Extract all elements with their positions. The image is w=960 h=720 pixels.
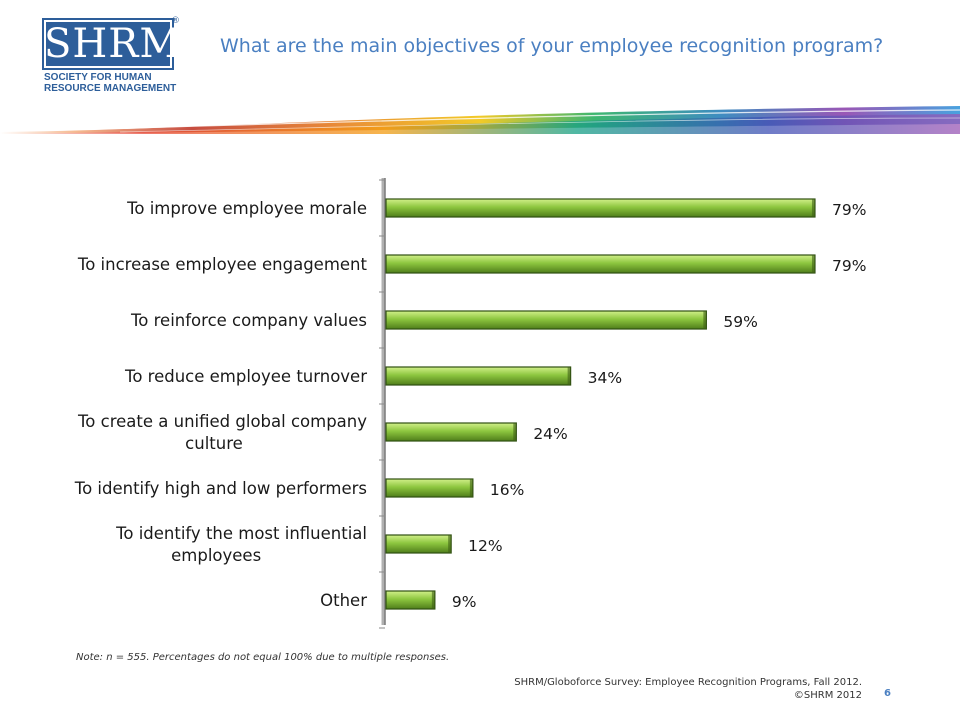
category-label: Other bbox=[320, 591, 367, 610]
category-label-line: employees bbox=[171, 546, 261, 565]
logo-text: SOCIETY FOR HUMAN RESOURCE MANAGEMENT bbox=[44, 72, 180, 94]
bar-end-shade bbox=[469, 479, 473, 497]
category-label: To identify high and low performers bbox=[74, 479, 367, 498]
bar bbox=[385, 254, 816, 274]
logo-mark: SHRM bbox=[42, 18, 180, 70]
bar bbox=[385, 310, 707, 330]
category-label: To reduce employee turnover bbox=[124, 367, 367, 386]
bar-value-label: 59% bbox=[723, 313, 757, 331]
bar bbox=[385, 478, 474, 498]
bar-value-label: 9% bbox=[452, 593, 477, 611]
bar-value-label: 79% bbox=[832, 257, 866, 275]
category-label-line: To increase employee engagement bbox=[77, 255, 368, 274]
category-label-line: To reduce employee turnover bbox=[124, 367, 367, 386]
source-line-2: ©SHRM 2012 bbox=[793, 690, 862, 701]
category-label: To increase employee engagement bbox=[77, 255, 368, 274]
page-number: 6 bbox=[884, 688, 891, 699]
bar-value-label: 16% bbox=[490, 481, 524, 499]
bar-end-shade bbox=[703, 311, 707, 329]
bar-end-shade bbox=[513, 423, 517, 441]
shrm-logo: SHRM ® SOCIETY FOR HUMAN RESOURCE MANAGE… bbox=[42, 16, 180, 102]
category-label-line: culture bbox=[185, 434, 243, 453]
bar bbox=[385, 198, 816, 218]
bar-end-shade bbox=[567, 367, 571, 385]
registered-mark: ® bbox=[171, 16, 180, 26]
category-label-line: To identify high and low performers bbox=[74, 479, 367, 498]
category-label-line: To reinforce company values bbox=[130, 311, 367, 330]
bar-end-shade bbox=[448, 535, 452, 553]
bar-value-label: 12% bbox=[468, 537, 502, 555]
chart-note: Note: n = 555. Percentages do not equal … bbox=[76, 652, 450, 663]
source-citation: SHRM/Globoforce Survey: Employee Recogni… bbox=[514, 676, 862, 702]
decorative-banner bbox=[0, 106, 960, 134]
bar-end-shade bbox=[811, 255, 815, 273]
bar-chart: 79% To improve employee morale 79% To incre… bbox=[74, 178, 866, 629]
bar bbox=[385, 366, 572, 386]
bar bbox=[385, 534, 452, 554]
bar-value-label: 79% bbox=[832, 201, 866, 219]
logo-text-line2: RESOURCE MANAGEMENT bbox=[44, 83, 177, 94]
bar-value-label: 24% bbox=[533, 425, 567, 443]
bar-end-shade bbox=[431, 591, 435, 609]
slide-title: What are the main objectives of your emp… bbox=[220, 35, 884, 57]
bar bbox=[385, 422, 517, 442]
bar bbox=[385, 590, 436, 610]
category-label: To create a unified global company cultur… bbox=[77, 412, 367, 453]
category-label-line: Other bbox=[320, 591, 367, 610]
bar-value-label: 34% bbox=[588, 369, 622, 387]
category-label: To reinforce company values bbox=[130, 311, 367, 330]
source-line-1: SHRM/Globoforce Survey: Employee Recogni… bbox=[514, 677, 862, 688]
category-label-line: To improve employee morale bbox=[126, 199, 367, 218]
category-label-line: To identify the most influential bbox=[115, 524, 367, 543]
bar-end-shade bbox=[811, 199, 815, 217]
category-label-line: To create a unified global company bbox=[77, 412, 367, 431]
logo-text-line1: SOCIETY FOR HUMAN bbox=[44, 72, 152, 83]
category-label: To identify the most influential employee… bbox=[115, 524, 367, 565]
category-label: To improve employee morale bbox=[126, 199, 367, 218]
